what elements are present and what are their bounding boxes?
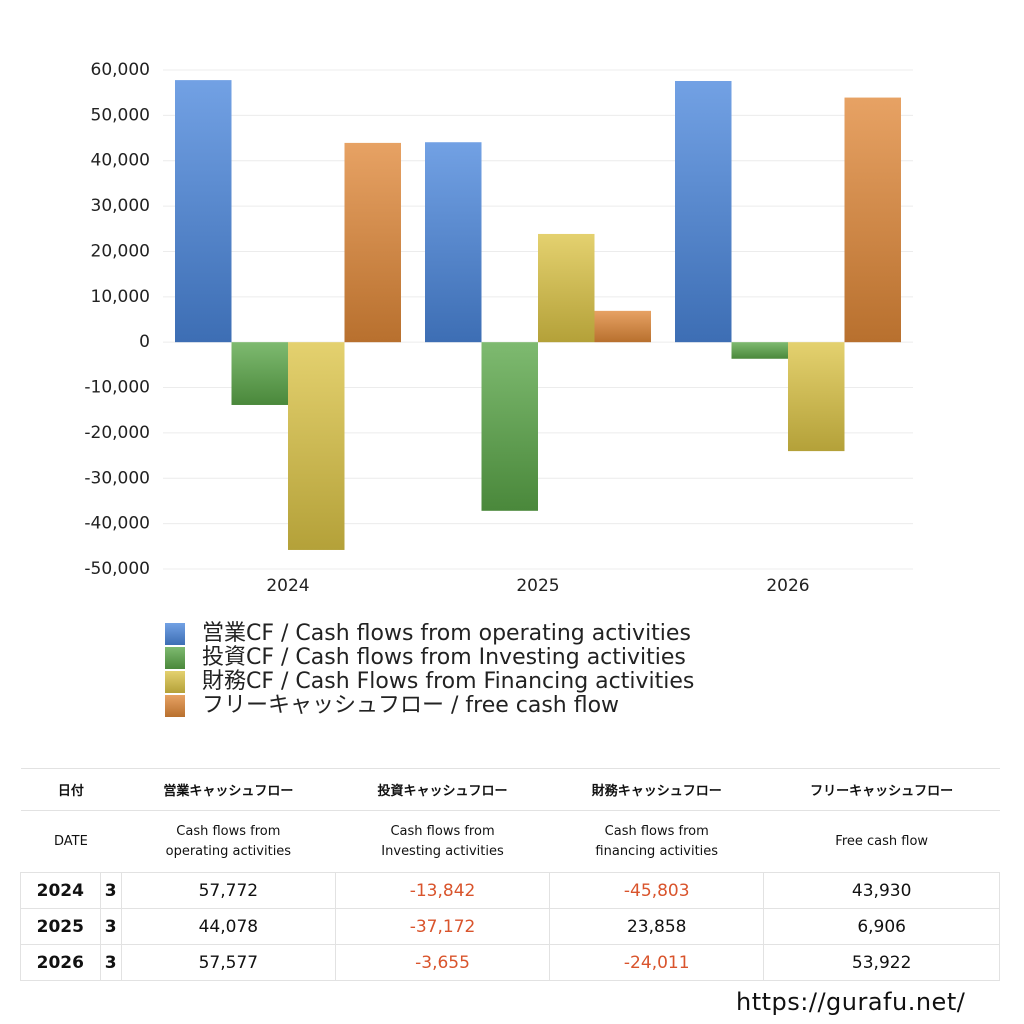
subheader-cell: DATE — [20, 810, 122, 873]
legend-label: 投資CF / Cash flows from Investing activit… — [202, 645, 686, 670]
y-tick-label: 0 — [139, 332, 150, 352]
legend-label: フリーキャッシュフロー / free cash flow — [202, 693, 619, 718]
subheader-cell: Cash flows from Investing activities — [335, 810, 550, 873]
bar — [594, 310, 651, 343]
y-tick-label: -40,000 — [84, 514, 150, 534]
table-cell: -13,842 — [334, 872, 551, 909]
table-cell: 2024 — [20, 872, 101, 909]
bar — [231, 342, 288, 405]
y-tick-label: -30,000 — [84, 468, 150, 488]
subheader-cell: Free cash flow — [763, 810, 1000, 873]
bar — [481, 342, 538, 511]
y-tick-label: 30,000 — [91, 196, 150, 216]
data-row: 2024 3 57,772 -13,842 -45,803 43,930 — [20, 872, 1000, 909]
bar — [175, 80, 232, 343]
table-cell: 53,922 — [763, 944, 1000, 981]
legend-label: 営業CF / Cash flows from operating activit… — [202, 621, 691, 646]
table-cell: -3,655 — [334, 944, 551, 981]
legend-swatch — [165, 671, 185, 693]
table-cell: -45,803 — [549, 872, 765, 909]
header-cell: 財務キャッシュフロー — [549, 768, 764, 811]
table-cell: 2026 — [20, 944, 101, 981]
data-table: 日付 営業キャッシュフロー 投資キャッシュフロー 財務キャッシュフロー フリーキ… — [20, 768, 1000, 981]
legend-swatch — [165, 647, 185, 669]
subheader-cell: Cash flows from operating activities — [121, 810, 336, 873]
bar — [844, 97, 901, 343]
bar — [788, 342, 845, 452]
x-tick-label: 2025 — [516, 576, 559, 596]
x-tick-label: 2024 — [266, 576, 309, 596]
header-cell: 投資キャッシュフロー — [335, 768, 550, 811]
header-cell: フリーキャッシュフロー — [763, 768, 1000, 811]
y-tick-label: 10,000 — [91, 287, 150, 307]
header-cell: 日付 — [20, 768, 122, 811]
table-cell: -24,011 — [549, 944, 765, 981]
bar — [344, 142, 401, 343]
table-cell: 43,930 — [763, 872, 1000, 909]
y-tick-label: 60,000 — [91, 60, 150, 80]
header-row: 日付 営業キャッシュフロー 投資キャッシュフロー 財務キャッシュフロー フリーキ… — [20, 768, 1000, 811]
y-tick-label: -50,000 — [84, 559, 150, 579]
y-tick-label: 40,000 — [91, 151, 150, 171]
table-cell: 2025 — [20, 908, 101, 945]
bar — [288, 342, 345, 550]
y-tick-label: 50,000 — [91, 105, 150, 125]
legend-swatch — [165, 695, 185, 717]
table-cell: 3 — [99, 944, 122, 981]
data-row: 2026 3 57,577 -3,655 -24,011 53,922 — [20, 944, 1000, 981]
subheader-row: DATE Cash flows from operating activitie… — [20, 810, 1000, 873]
table-cell: 57,772 — [120, 872, 336, 909]
table-cell: -37,172 — [334, 908, 551, 945]
table-cell: 6,906 — [763, 908, 1000, 945]
subheader-cell: Cash flows from financing activities — [549, 810, 764, 873]
table-cell: 44,078 — [120, 908, 336, 945]
chart: -50,000 -40,000 -30,000 -20,000 -10,000 0 10,0… — [84, 60, 913, 718]
table-cell: 57,577 — [120, 944, 336, 981]
bar — [538, 233, 595, 343]
bar — [675, 80, 732, 343]
bar — [425, 142, 482, 343]
legend-swatch — [165, 623, 185, 645]
watermark: https://gurafu.net/ — [736, 988, 966, 1016]
y-tick-label: 20,000 — [91, 241, 150, 261]
header-cell: 営業キャッシュフロー — [121, 768, 336, 811]
y-tick-label: -20,000 — [84, 423, 150, 443]
x-tick-label: 2026 — [766, 576, 809, 596]
y-tick-label: -10,000 — [84, 378, 150, 398]
table-cell: 3 — [99, 872, 122, 909]
table-cell: 3 — [99, 908, 122, 945]
data-row: 2025 3 44,078 -37,172 23,858 6,906 — [20, 908, 1000, 945]
bar — [731, 342, 788, 359]
table-cell: 23,858 — [549, 908, 765, 945]
legend-label: 財務CF / Cash Flows from Financing activit… — [202, 669, 694, 694]
